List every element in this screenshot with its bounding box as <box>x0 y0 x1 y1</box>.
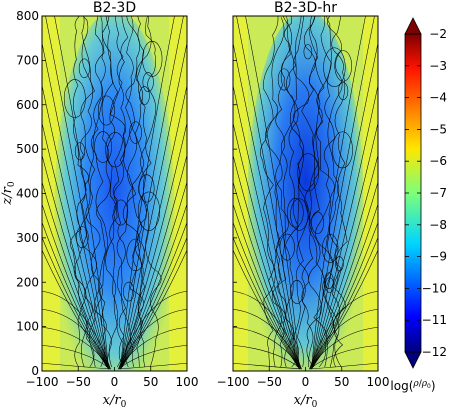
x-tick-label: −50 <box>66 375 91 389</box>
colorbar-tick-label: −8 <box>429 218 447 232</box>
panel-title-b2-3d: B2-3D <box>93 0 136 16</box>
colorbar-tick-label: −9 <box>429 250 447 264</box>
y-axis-label: z/r0 <box>0 181 17 205</box>
colorbar-ticks: −2 −3 −4 −5 −6 −7 −8 −9 −10 −11 −12 <box>405 27 447 359</box>
density-map-b2-3d-hr <box>233 16 378 371</box>
x-tick-label: 100 <box>176 375 199 389</box>
axes-b2-3d: −100 −50 0 50 100 0 100 200 300 400 500 600 700 800 <box>16 9 198 389</box>
x-tick-label: −100 <box>26 375 59 389</box>
colorbar-tick-label: −12 <box>422 345 447 359</box>
x-tick-label: 0 <box>111 375 119 389</box>
y-tick-label: 200 <box>16 275 39 289</box>
x-tick-label: 50 <box>143 375 158 389</box>
panel-title-b2-3d-hr: B2-3D-hr <box>274 0 337 16</box>
colorbar-tick-label: −6 <box>429 154 447 168</box>
density-map-b2-3d <box>42 16 187 371</box>
x-tick-label: 50 <box>334 375 349 389</box>
x-axis-label-b2-3d-hr: x/r0 <box>294 393 318 410</box>
axes-b2-3d-hr: −100 −50 0 50 100 <box>217 15 390 389</box>
colorbar-gradient <box>405 34 421 352</box>
x-tick-label: 100 <box>367 375 390 389</box>
y-tick-label: 0 <box>31 364 39 378</box>
colorbar-tick-label: −2 <box>429 27 447 41</box>
colorbar-label: log(ρ/ρ0) <box>390 379 435 393</box>
colorbar-tick-label: −4 <box>429 91 447 105</box>
colorbar-tick-label: −10 <box>422 281 447 295</box>
field-lines-b2-3d-hr <box>233 16 378 370</box>
y-tick-label: 100 <box>16 320 39 334</box>
y-tick-label: 600 <box>16 98 39 112</box>
x-tick-label: −50 <box>257 375 282 389</box>
y-tick-label: 700 <box>16 53 39 67</box>
x-axis-label-b2-3d: x/r0 <box>103 393 127 410</box>
colorbar-extend-bottom <box>404 351 422 369</box>
colorbar-tick-label: −5 <box>429 122 447 136</box>
x-tick-label: −100 <box>217 375 250 389</box>
colorbar-tick-label: −11 <box>422 313 447 327</box>
panel-b2-3d: B2-3D −100 −50 0 50 100 0 100 200 300 400 500 600 70… <box>0 0 198 410</box>
colorbar-tick-label: −3 <box>429 59 447 73</box>
colorbar: −2 −3 −4 −5 −6 −7 −8 −9 −10 −11 −12 log(ρ/ρ0) <box>390 17 447 393</box>
colorbar-tick-label: −7 <box>429 186 447 200</box>
y-tick-label: 300 <box>16 231 39 245</box>
y-tick-label: 800 <box>16 9 39 23</box>
x-tick-label: 0 <box>302 375 310 389</box>
panel-b2-3d-hr: B2-3D-hr −100 −50 0 50 100 x/r0 <box>217 0 390 410</box>
field-lines-b2-3d <box>42 16 187 370</box>
colorbar-extend-top <box>404 17 422 35</box>
y-tick-label: 500 <box>16 142 39 156</box>
y-tick-label: 400 <box>16 187 39 201</box>
